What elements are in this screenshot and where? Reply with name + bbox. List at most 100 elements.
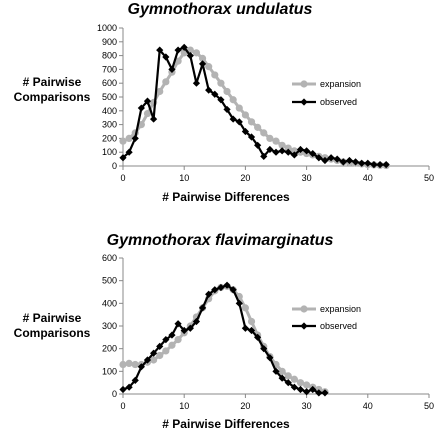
data-point: [278, 367, 286, 375]
series-expansion: [119, 282, 329, 396]
data-point: [211, 90, 219, 98]
x-axis-label: # Pairwise Differences: [162, 417, 290, 431]
data-point: [229, 115, 237, 123]
y-tick-label: 0: [112, 161, 117, 171]
data-point: [272, 137, 280, 145]
data-point: [125, 134, 133, 142]
data-point: [192, 317, 201, 326]
x-tick-label: 10: [179, 173, 189, 183]
data-point: [125, 359, 133, 367]
data-point: [229, 286, 237, 294]
x-axis-label: # Pairwise Differences: [162, 190, 290, 204]
y-tick-label: 600: [102, 78, 117, 88]
data-point: [260, 129, 268, 137]
data-point: [119, 137, 127, 145]
data-point: [174, 320, 182, 328]
chart-title: Gymnothorax flavimarginatus: [107, 232, 334, 249]
x-tick-label: 0: [120, 401, 125, 411]
data-point: [131, 134, 139, 142]
x-tick-label: 50: [424, 401, 434, 411]
series-observed: [119, 281, 329, 397]
data-point: [217, 283, 225, 292]
data-point: [254, 123, 262, 131]
series-line: [122, 284, 325, 394]
data-point: [266, 145, 274, 154]
data-point: [192, 49, 201, 57]
data-point: [137, 104, 145, 112]
x-tick-label: 0: [120, 173, 125, 183]
y-tick-label: 100: [102, 147, 117, 157]
data-point: [223, 87, 231, 96]
x-tick-label: 20: [240, 401, 250, 411]
data-point: [370, 161, 378, 169]
data-point: [143, 109, 152, 118]
data-point: [315, 154, 323, 162]
data-point: [284, 372, 292, 380]
data-point: [198, 54, 207, 62]
data-point: [254, 141, 262, 149]
data-point: [162, 53, 170, 61]
x-tick-label: 20: [240, 173, 250, 183]
data-point: [321, 389, 329, 397]
data-point: [180, 43, 188, 51]
data-point: [156, 46, 164, 54]
y-tick-label: 500: [102, 92, 117, 102]
data-point: [345, 156, 354, 165]
data-point: [376, 161, 384, 169]
data-point: [260, 152, 268, 160]
data-point: [192, 79, 201, 87]
data-point: [278, 374, 286, 382]
data-point: [186, 324, 194, 332]
x-tick-label: 40: [363, 401, 373, 411]
data-point: [382, 161, 390, 169]
data-point: [156, 87, 164, 96]
y-tick-label: 300: [102, 120, 117, 130]
data-point: [290, 375, 298, 383]
data-point: [198, 60, 207, 68]
data-point: [119, 154, 127, 162]
data-point: [296, 385, 305, 394]
y-axis-label: # Pairwise: [23, 311, 82, 325]
y-tick-label: 200: [102, 133, 117, 143]
data-point: [119, 360, 127, 369]
data-point: [241, 127, 249, 136]
data-point: [284, 148, 292, 156]
data-point: [156, 342, 164, 350]
data-point: [272, 148, 280, 156]
legend-entry-expansion: expansion: [292, 79, 361, 89]
data-point: [290, 383, 298, 391]
data-point: [315, 389, 323, 397]
data-point: [217, 96, 225, 104]
data-point: [254, 333, 262, 341]
data-point: [217, 79, 225, 87]
data-point: [260, 345, 268, 353]
data-point: [296, 379, 305, 387]
data-point: [272, 367, 280, 375]
data-point: [205, 290, 213, 298]
data-point: [143, 356, 152, 364]
data-point: [223, 281, 231, 289]
data-point: [223, 105, 231, 114]
data-point: [137, 363, 145, 371]
legend-label: observed: [320, 321, 357, 331]
x-tick-label: 30: [302, 401, 312, 411]
data-point: [247, 118, 256, 126]
x-tick-label: 10: [179, 401, 189, 411]
y-tick-label: 800: [102, 51, 117, 61]
data-point: [205, 63, 213, 71]
y-tick-label: 700: [102, 64, 117, 74]
data-point: [143, 97, 152, 105]
data-point: [290, 151, 298, 159]
data-point: [364, 159, 372, 167]
y-axis-label: # Pairwise: [23, 75, 82, 89]
y-tick-label: 200: [102, 344, 117, 354]
data-point: [247, 317, 256, 326]
x-tick-label: 30: [302, 173, 312, 183]
data-point: [333, 155, 341, 163]
data-point: [247, 133, 256, 141]
data-point: [162, 336, 170, 344]
legend-label: expansion: [320, 79, 361, 89]
data-point: [241, 304, 249, 312]
y-tick-label: 0: [112, 389, 117, 399]
